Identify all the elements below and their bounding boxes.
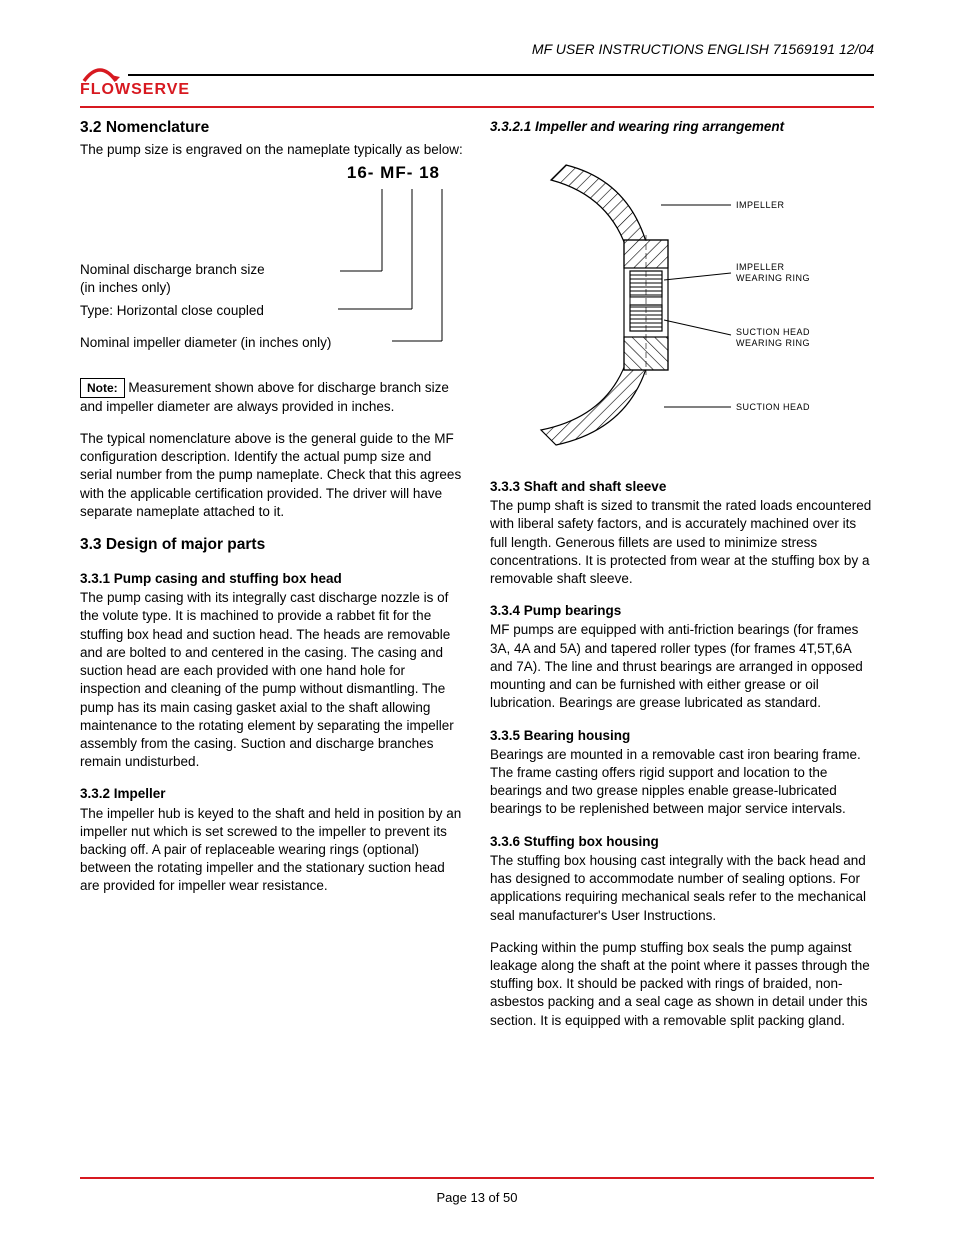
sec-3-3-2-1-title: 3.3.2.1 Impeller and wearing ring arrang… — [490, 118, 874, 136]
sec-3-3-2-title: 3.3.2 Impeller — [80, 785, 464, 803]
sec-3-3-5-title: 3.3.5 Bearing housing — [490, 727, 874, 745]
nomenclature-row-1: Nominal discharge branch size (in inches… — [80, 261, 265, 297]
nomenclature-discharge-label-a: Nominal discharge branch size — [80, 261, 265, 279]
right-column: 3.3.2.1 Impeller and wearing ring arrang… — [490, 118, 874, 1043]
sec-3-3-4-title: 3.3.4 Pump bearings — [490, 602, 874, 620]
page: MF USER INSTRUCTIONS ENGLISH 71569191 12… — [0, 0, 954, 1235]
sec-3-3-1-body: The pump casing with its integrally cast… — [80, 589, 464, 771]
page-number: Page 13 of 50 — [80, 1189, 874, 1207]
sec-3-2-title: 3.2 Nomenclature — [80, 118, 464, 139]
running-head: MF USER INSTRUCTIONS ENGLISH 71569191 12… — [80, 40, 874, 59]
nomenclature-diagram: Nominal discharge branch size (in inches… — [80, 189, 464, 364]
running-head-text: MF USER INSTRUCTIONS ENGLISH 71569191 12… — [532, 40, 874, 59]
dlabel-impeller: IMPELLER — [736, 200, 785, 210]
note-box: Note: — [80, 378, 125, 398]
note-paragraph: Note: Measurement shown above for discha… — [80, 378, 464, 416]
sec-3-3-3-title: 3.3.3 Shaft and shaft sleeve — [490, 478, 874, 496]
header-rule — [128, 74, 874, 76]
sec-3-3-6-body2: Packing within the pump stuffing box sea… — [490, 939, 874, 1030]
footer-red-rule — [80, 1177, 874, 1179]
nomenclature-impeller-label: Nominal impeller diameter (in inches onl… — [80, 334, 331, 352]
svg-text:WEARING RING: WEARING RING — [736, 338, 810, 348]
sec-3-2-intro: The pump size is engraved on the namepla… — [80, 141, 464, 159]
sec-3-3-4-body: MF pumps are equipped with anti-friction… — [490, 621, 874, 712]
svg-text:SUCTION HEAD: SUCTION HEAD — [736, 327, 810, 337]
sec-3-3-6-body1: The stuffing box housing cast integrally… — [490, 852, 874, 925]
svg-text:WEARING RING: WEARING RING — [736, 273, 810, 283]
svg-text:IMPELLER: IMPELLER — [736, 262, 785, 272]
nomenclature-row-3: Nominal impeller diameter (in inches onl… — [80, 334, 331, 352]
sec-3-3-3-body: The pump shaft is sized to transmit the … — [490, 497, 874, 588]
sec-3-3-5-body: Bearings are mounted in a removable cast… — [490, 746, 874, 819]
left-column: 3.2 Nomenclature The pump size is engrav… — [80, 118, 464, 1043]
sec-3-3-2-body: The impeller hub is keyed to the shaft a… — [80, 805, 464, 896]
sec-3-3-6-title: 3.3.6 Stuffing box housing — [490, 833, 874, 851]
nomenclature-discharge-label-b: (in inches only) — [80, 279, 265, 297]
page-footer: Page 13 of 50 — [80, 1177, 874, 1207]
note-body: Measurement shown above for discharge br… — [80, 380, 449, 414]
svg-text:SUCTION HEAD: SUCTION HEAD — [736, 402, 810, 412]
sec-3-3-1-title: 3.3.1 Pump casing and stuffing box head — [80, 570, 464, 588]
sec-3-3-title: 3.3 Design of major parts — [80, 535, 464, 556]
nomenclature-code: 16- MF- 18 — [80, 162, 464, 185]
impeller-diagram: IMPELLER IMPELLER WEARING RING SUCTION H… — [496, 145, 874, 460]
two-column-content: 3.2 Nomenclature The pump size is engrav… — [80, 118, 874, 1043]
nomenclature-row-2: Type: Horizontal close coupled — [80, 302, 264, 320]
header-red-rule — [80, 106, 874, 108]
flowserve-wordmark: FLOWSERVE — [80, 79, 190, 101]
nomenclature-type-label: Type: Horizontal close coupled — [80, 302, 264, 320]
sec-3-2-para2: The typical nomenclature above is the ge… — [80, 430, 464, 521]
